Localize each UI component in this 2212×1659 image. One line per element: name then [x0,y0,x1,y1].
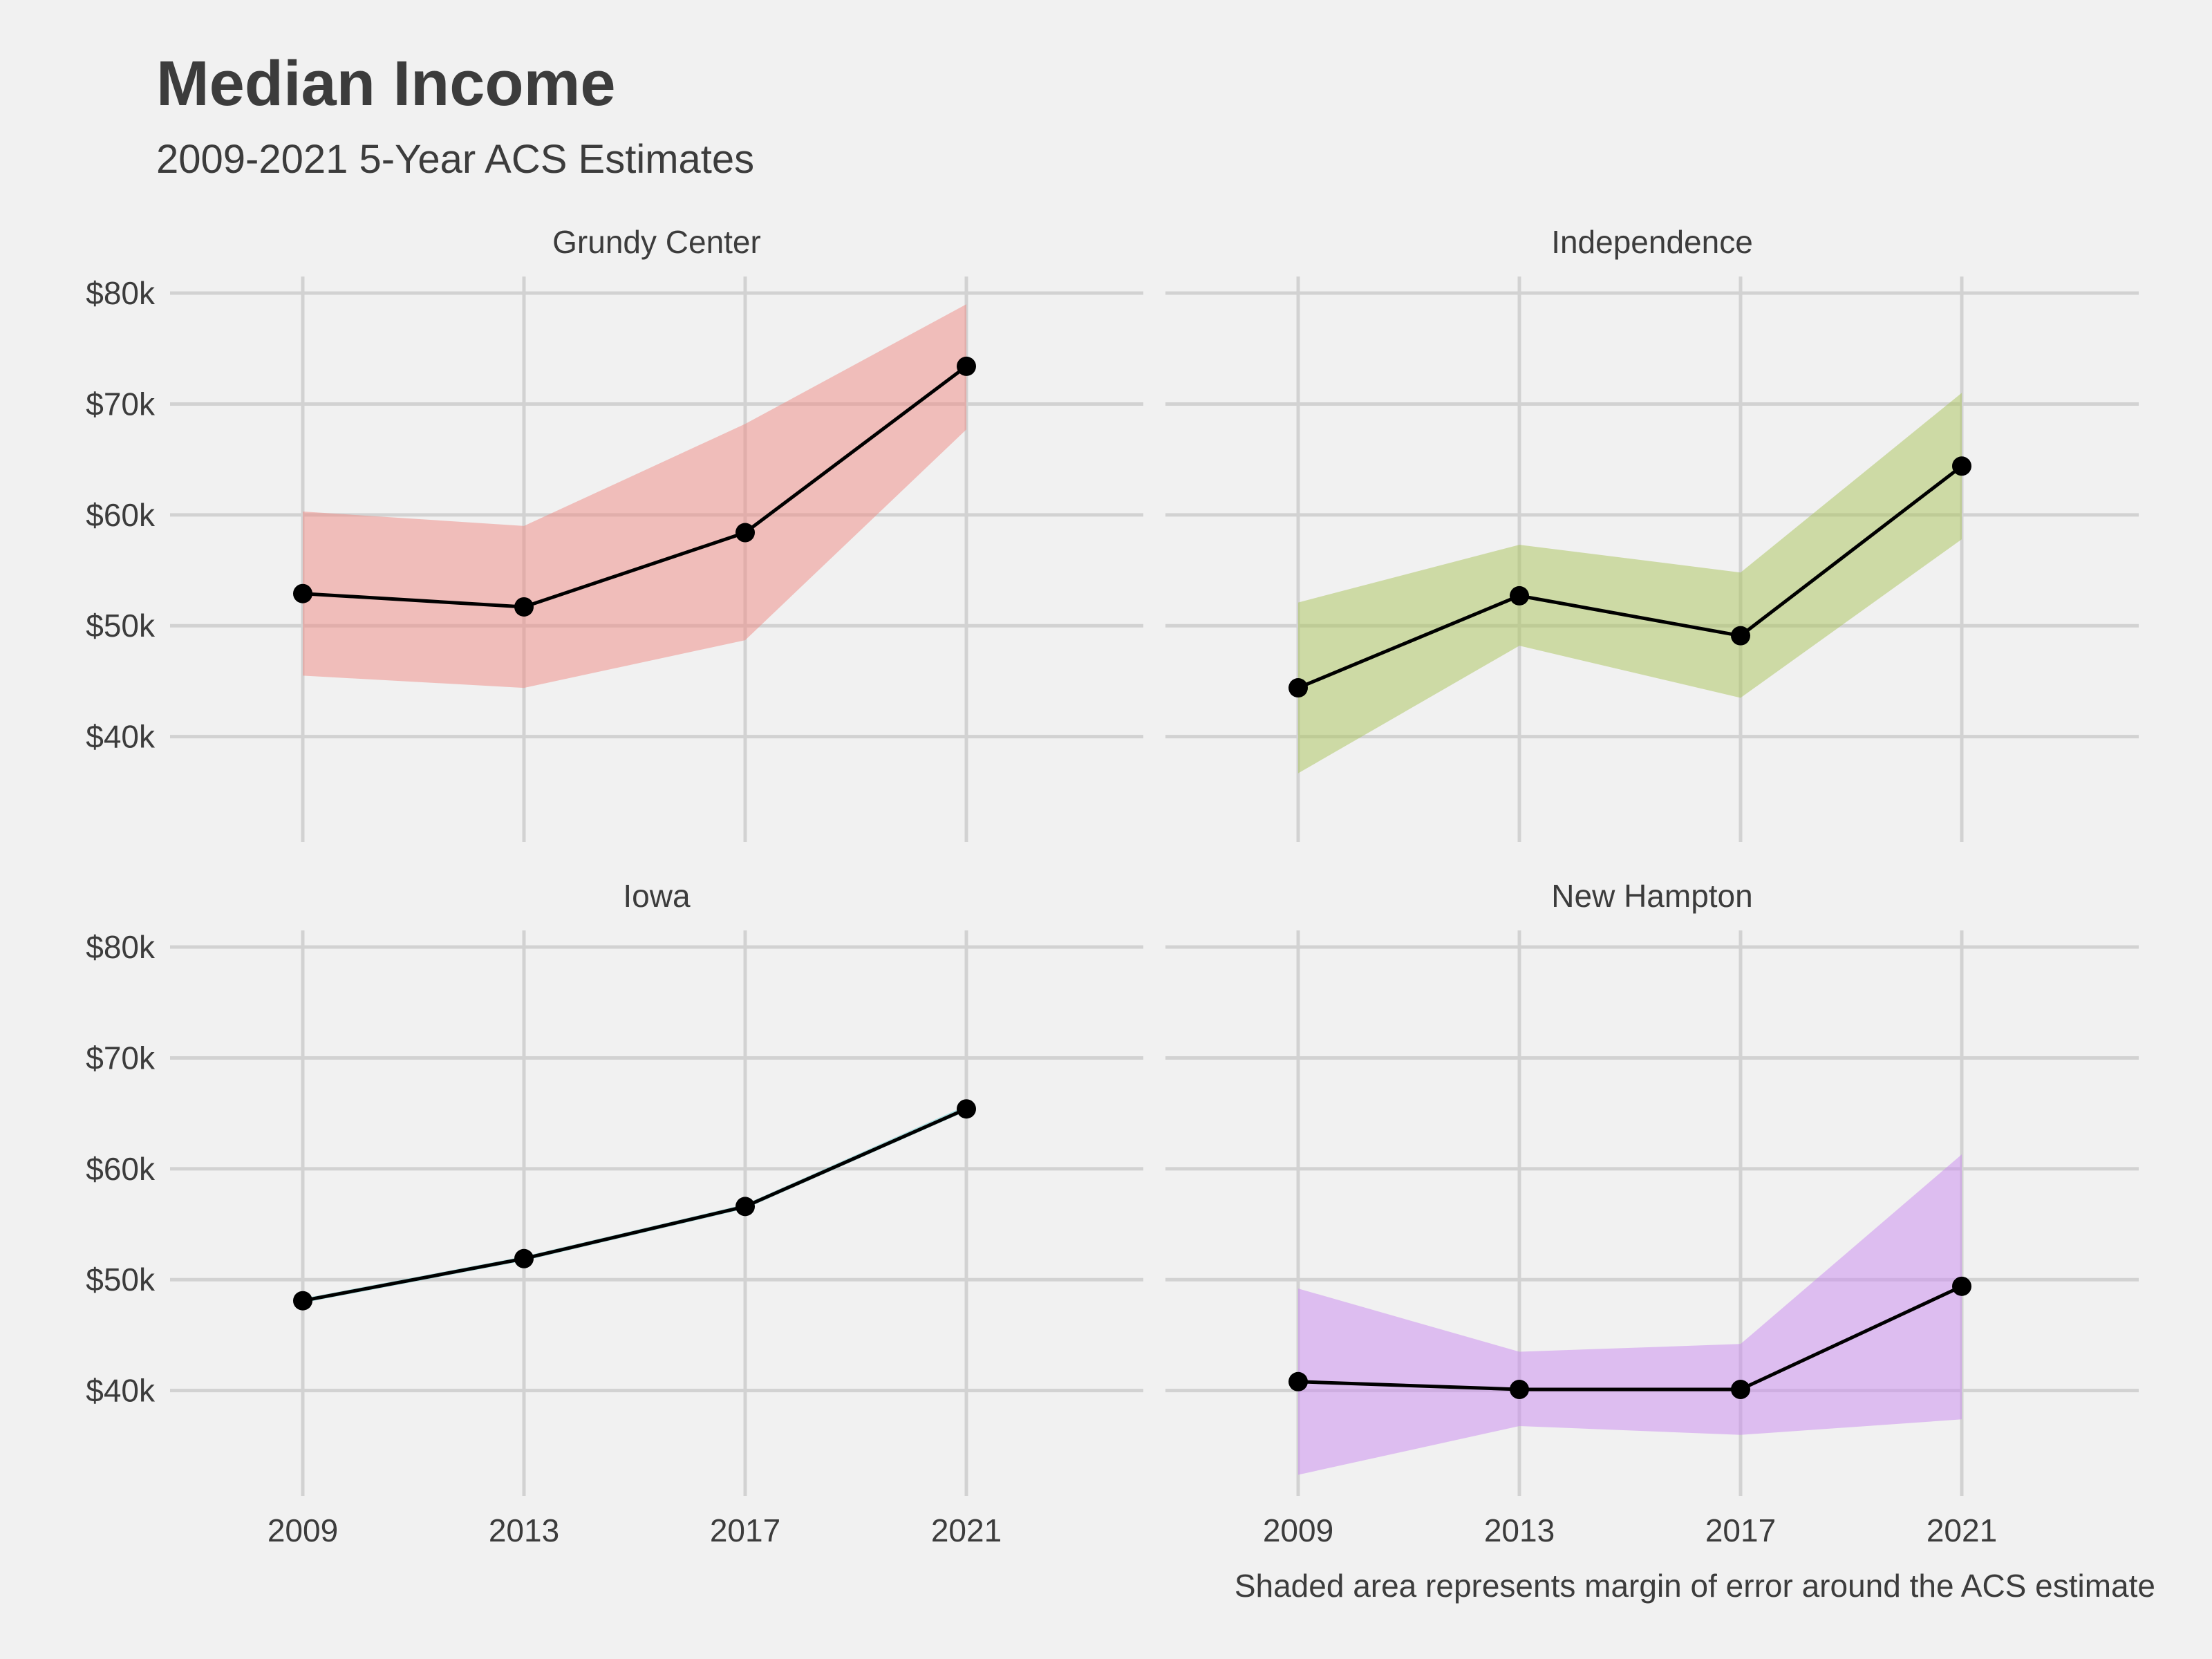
error-band [1298,1154,1962,1475]
data-point [514,1248,534,1268]
data-point [1731,626,1750,646]
data-point [1731,1380,1750,1400]
chart-title: Median Income [156,48,616,119]
y-tick-label: $60k [86,1151,156,1187]
data-point [514,597,534,617]
y-tick-label: $80k [86,275,156,311]
data-point [1952,456,1971,476]
facet-panel: Iowa $40k $50k $60k $70k $80k 2009 2013 2017 2021 [86,878,1143,1548]
series-line [302,1107,968,1303]
data-point [957,356,976,376]
chart-caption: Shaded area represents margin of error a… [1235,1568,2155,1604]
error-band [303,304,966,688]
x-tick-label: 2013 [1484,1512,1555,1548]
x-tick-label: 2009 [1263,1512,1333,1548]
data-point [1510,585,1529,606]
y-tick-label: $40k [86,1373,156,1409]
facet-panels: Grundy Center $40k $50k $60k $70k $80k Indepen… [86,224,2139,1548]
y-tick-label: $40k [86,719,156,755]
series-line [1297,1284,1963,1391]
facet-panel: New Hampton 2009 2013 2017 2021 [1165,878,2139,1548]
x-tick-label: 2017 [710,1512,780,1548]
data-point [1288,1371,1308,1391]
facet-label: Independence [1551,224,1753,260]
data-point [735,523,755,543]
x-tick-label: 2021 [1927,1512,1997,1548]
y-tick-label: $80k [86,929,156,965]
error-band [1298,393,1962,774]
facet-label: New Hampton [1551,878,1752,914]
data-point [1952,1276,1971,1296]
data-point [735,1197,755,1217]
series-line [1297,465,1963,690]
x-tick-label: 2009 [268,1512,338,1548]
facet-label: Iowa [623,878,691,914]
x-tick-label: 2021 [931,1512,1002,1548]
data-point [293,1291,312,1311]
chart-subtitle: 2009-2021 5-Year ACS Estimates [156,137,754,182]
series-line [302,364,968,609]
y-tick-label: $70k [86,1040,156,1076]
data-point [1510,1380,1529,1400]
data-point [957,1099,976,1119]
x-tick-label: 2017 [1705,1512,1776,1548]
data-point [293,583,312,603]
y-tick-label: $70k [86,386,156,422]
data-point [1288,678,1308,698]
error-band [303,1105,966,1303]
y-tick-label: $50k [86,608,156,644]
facet-label: Grundy Center [552,224,761,260]
x-tick-label: 2013 [489,1512,559,1548]
y-tick-label: $60k [86,497,156,533]
facet-panel: Independence [1165,224,2139,842]
y-tick-label: $50k [86,1262,156,1297]
facet-panel: Grundy Center $40k $50k $60k $70k $80k [86,224,1143,842]
